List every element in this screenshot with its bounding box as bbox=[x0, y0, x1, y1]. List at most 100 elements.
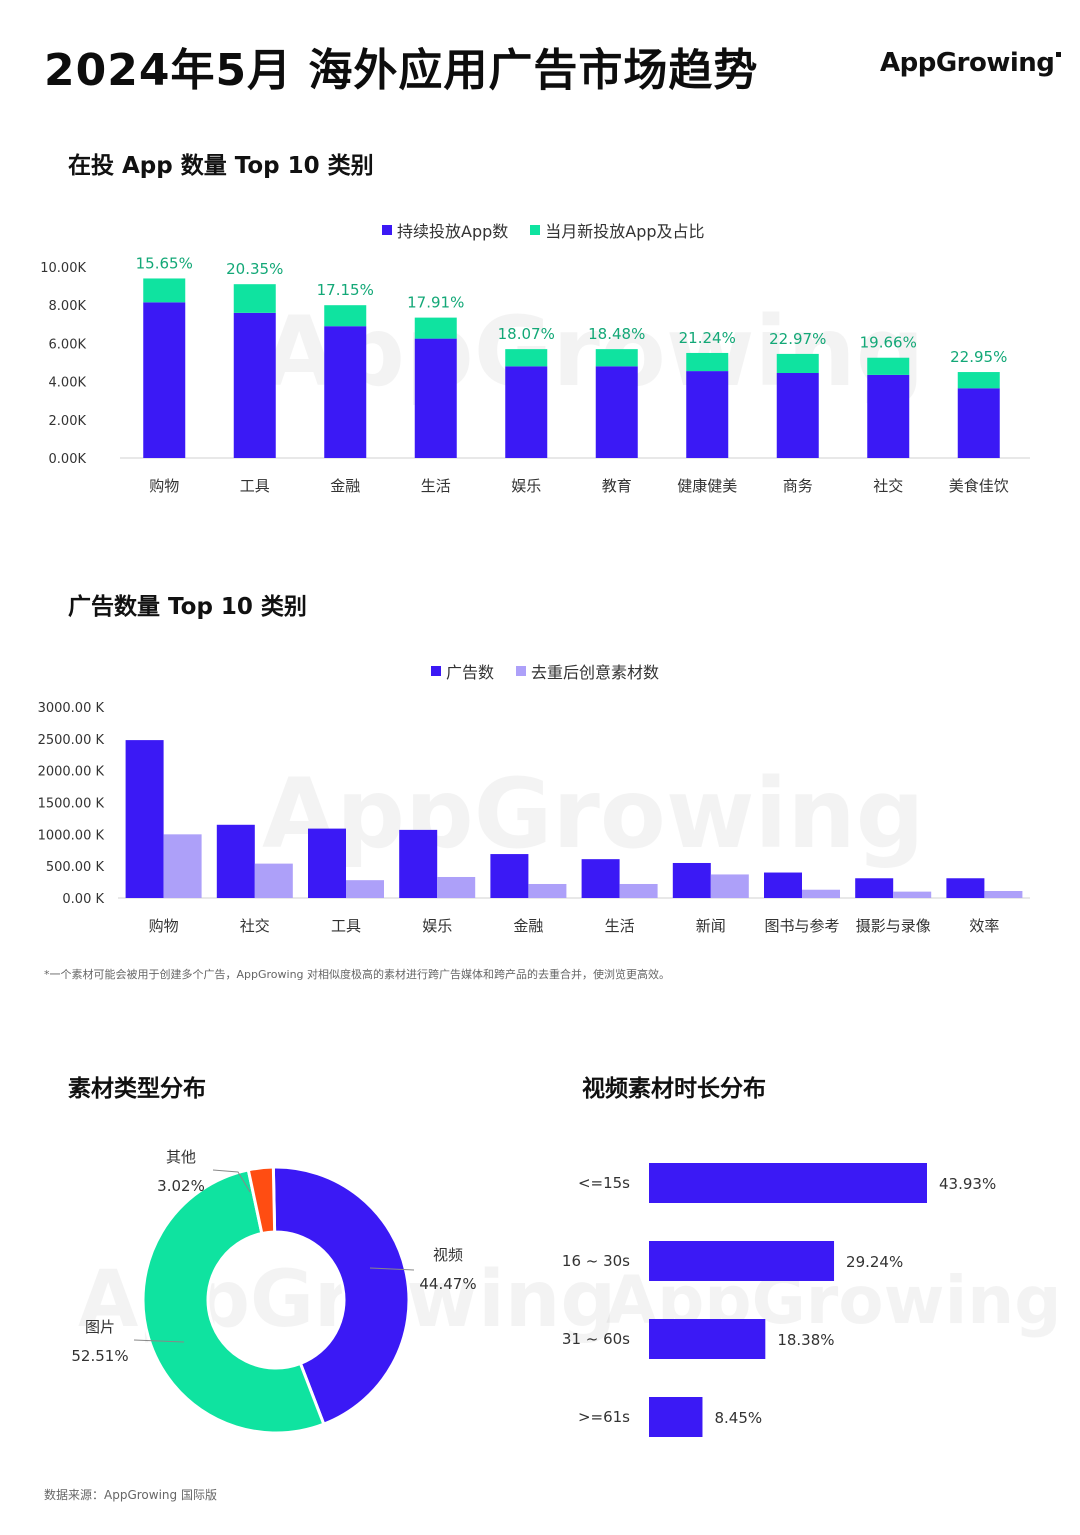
bar-label: 29.24% bbox=[846, 1253, 903, 1271]
y-tick-label: 8.00K bbox=[49, 299, 87, 314]
bar-segment bbox=[505, 349, 548, 367]
slice-label: 图片 bbox=[85, 1318, 115, 1336]
legend-swatch bbox=[382, 225, 392, 235]
bar-segment bbox=[505, 366, 548, 458]
bar bbox=[490, 854, 529, 898]
bar bbox=[946, 878, 985, 898]
data-source: 数据来源：AppGrowing 国际版 bbox=[44, 1488, 217, 1502]
chart2-title: 广告数量 Top 10 类别 bbox=[68, 594, 307, 620]
bar-segment bbox=[595, 349, 638, 367]
footnote: *一个素材可能会被用于创建多个广告，AppGrowing 对相似度极高的素材进行… bbox=[44, 968, 671, 981]
x-tick-label: 教育 bbox=[602, 477, 632, 495]
bar-segment bbox=[957, 372, 1000, 389]
legend-label: 持续投放App数 bbox=[397, 222, 509, 241]
y-tick-label: >=61s bbox=[578, 1408, 630, 1426]
page-title: 2024年5月 海外应用广告市场趋势 bbox=[44, 45, 759, 96]
bar-label: 19.66% bbox=[860, 334, 917, 352]
chart1-legend: 持续投放App数 当月新投放App及占比 bbox=[382, 218, 705, 242]
chart1-title: 在投 App 数量 Top 10 类别 bbox=[68, 153, 374, 179]
bar bbox=[649, 1397, 703, 1437]
bar-segment bbox=[414, 338, 457, 458]
legend-item: 广告数 bbox=[431, 659, 494, 683]
x-tick-label: 新闻 bbox=[696, 917, 726, 935]
bar-segment bbox=[143, 302, 186, 458]
bar-label: 8.45% bbox=[714, 1409, 762, 1427]
y-tick-label: 6.00K bbox=[49, 337, 87, 352]
bar-segment bbox=[414, 317, 457, 339]
leader-line bbox=[369, 1267, 415, 1271]
chart4-title: 视频素材时长分布 bbox=[582, 1076, 766, 1102]
bar bbox=[254, 863, 293, 898]
bar-segment bbox=[233, 284, 276, 313]
y-tick-label: 1500.00 K bbox=[38, 797, 105, 812]
x-tick-label: 购物 bbox=[149, 477, 179, 495]
bar-segment bbox=[595, 366, 638, 458]
bar-segment bbox=[324, 326, 367, 458]
bar-segment bbox=[686, 352, 729, 372]
legend-swatch bbox=[431, 666, 441, 676]
y-tick-label: 0.00K bbox=[49, 452, 87, 467]
bar-label: 18.48% bbox=[588, 325, 645, 343]
watermark: AppGrowing bbox=[262, 758, 924, 870]
y-tick-label: 500.00 K bbox=[46, 860, 105, 875]
bar bbox=[125, 740, 164, 898]
bar bbox=[984, 890, 1023, 898]
legend-item: 持续投放App数 bbox=[382, 218, 508, 242]
bar bbox=[437, 876, 476, 898]
bar-segment bbox=[324, 305, 367, 327]
legend-swatch bbox=[530, 225, 541, 235]
slice-label: 视频 bbox=[433, 1246, 463, 1264]
x-tick-label: 图书与参考 bbox=[764, 917, 839, 935]
bar bbox=[649, 1163, 927, 1203]
leader-line bbox=[133, 1339, 185, 1343]
x-tick-label: 金融 bbox=[513, 917, 543, 935]
bar-segment bbox=[233, 312, 276, 458]
donut-slice bbox=[141, 1168, 326, 1435]
bar bbox=[216, 824, 255, 898]
x-tick-label: 娱乐 bbox=[422, 917, 452, 935]
active-apps-chart: 0.00K 2.00K 4.00K 6.00K 8.00K 10.00K 15.65% 购物 2… bbox=[40, 254, 1030, 495]
legend-item: 当月新投放App及占比 bbox=[530, 218, 705, 242]
slice-value: 52.51% bbox=[71, 1347, 128, 1365]
ad-count-chart: 0.00 K 500.00 K 1000.00 K 1500.00 K 2000.00 … bbox=[38, 701, 1030, 935]
bar bbox=[649, 1319, 766, 1359]
bar-label: 18.38% bbox=[777, 1331, 834, 1349]
bar bbox=[764, 872, 802, 898]
bar-label: 22.97% bbox=[769, 330, 826, 348]
bar bbox=[855, 878, 894, 898]
y-tick-label: 10.00K bbox=[40, 261, 86, 276]
bar-segment bbox=[776, 353, 819, 374]
bar bbox=[346, 880, 384, 898]
leader-line bbox=[212, 1169, 251, 1193]
x-tick-label: 生活 bbox=[421, 477, 451, 495]
y-tick-label: 4.00K bbox=[49, 376, 87, 391]
x-tick-label: 商务 bbox=[783, 477, 813, 495]
legend-label: 广告数 bbox=[446, 663, 495, 682]
bar bbox=[649, 1241, 835, 1281]
bar-segment bbox=[143, 278, 186, 303]
chart2-legend: 广告数 去重后创意素材数 bbox=[431, 659, 659, 683]
bar bbox=[802, 889, 840, 898]
y-tick-label: <=15s bbox=[578, 1174, 630, 1192]
donut-slice bbox=[246, 1165, 277, 1236]
y-tick-label: 2500.00 K bbox=[38, 733, 105, 748]
bar bbox=[619, 883, 658, 898]
legend-label: 当月新投放App及占比 bbox=[545, 222, 705, 241]
appgrowing-logo: AppGrowing bbox=[880, 48, 1062, 78]
y-tick-label: 1000.00 K bbox=[38, 828, 105, 843]
bar-segment bbox=[957, 388, 1000, 458]
x-tick-label: 娱乐 bbox=[511, 477, 541, 495]
slice-label: 其他 bbox=[166, 1148, 196, 1166]
y-tick-label: 16 ~ 30s bbox=[562, 1252, 630, 1270]
donut-slice bbox=[271, 1165, 411, 1427]
x-tick-label: 工具 bbox=[240, 477, 270, 495]
bar-segment bbox=[867, 374, 910, 458]
x-tick-label: 社交 bbox=[873, 477, 903, 495]
bar bbox=[893, 891, 932, 898]
chart3-title: 素材类型分布 bbox=[68, 1076, 206, 1102]
logo-square-icon bbox=[1056, 52, 1062, 57]
bar-label: 18.07% bbox=[498, 325, 555, 343]
legend-label: 去重后创意素材数 bbox=[531, 663, 660, 682]
bar-segment bbox=[686, 371, 729, 458]
y-tick-label: 2.00K bbox=[49, 414, 87, 429]
